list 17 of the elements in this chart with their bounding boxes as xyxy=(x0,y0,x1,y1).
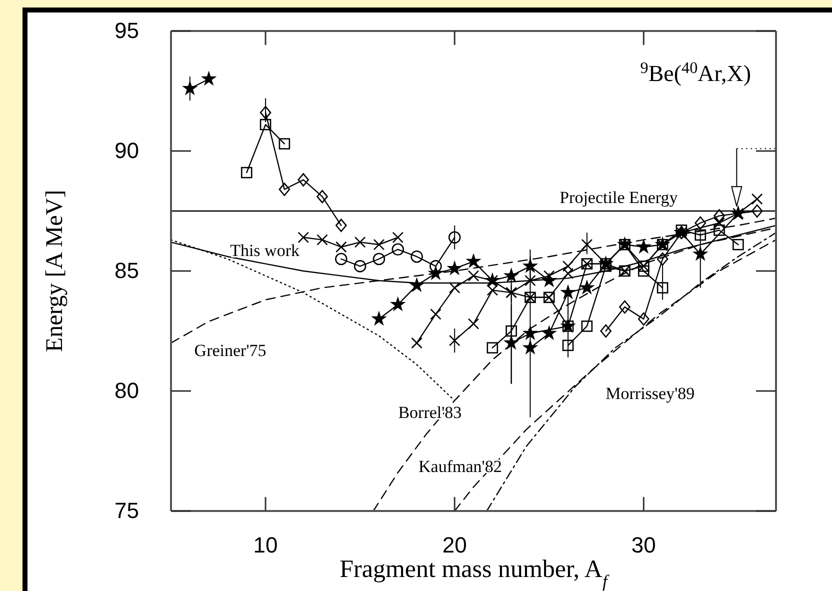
y-tick-label: 85 xyxy=(114,258,139,284)
annotation: This work xyxy=(230,240,300,260)
annotation: Morrissey'89 xyxy=(606,384,695,403)
ref-line-label: Projectile Energy xyxy=(560,188,678,207)
y-tick-label: 80 xyxy=(114,378,139,404)
annotation: Greiner'75 xyxy=(194,341,266,360)
x-axis-title: Fragment mass number, A$_{f}$ xyxy=(340,556,610,591)
x-tick-label: 20 xyxy=(442,532,467,558)
y-tick-label: 75 xyxy=(114,498,139,524)
y-axis-title: Energy [A MeV] xyxy=(42,190,68,352)
y-tick-label: 95 xyxy=(114,18,139,44)
annotation: Kaufman'82 xyxy=(418,456,502,476)
x-tick-label: 30 xyxy=(631,532,656,558)
y-tick-label: 90 xyxy=(114,138,139,164)
annotation: Borrel'83 xyxy=(398,403,462,422)
x-tick-label: 10 xyxy=(253,532,278,558)
text: $^{9}$Be($^{40}$Ar,X) xyxy=(640,60,751,86)
